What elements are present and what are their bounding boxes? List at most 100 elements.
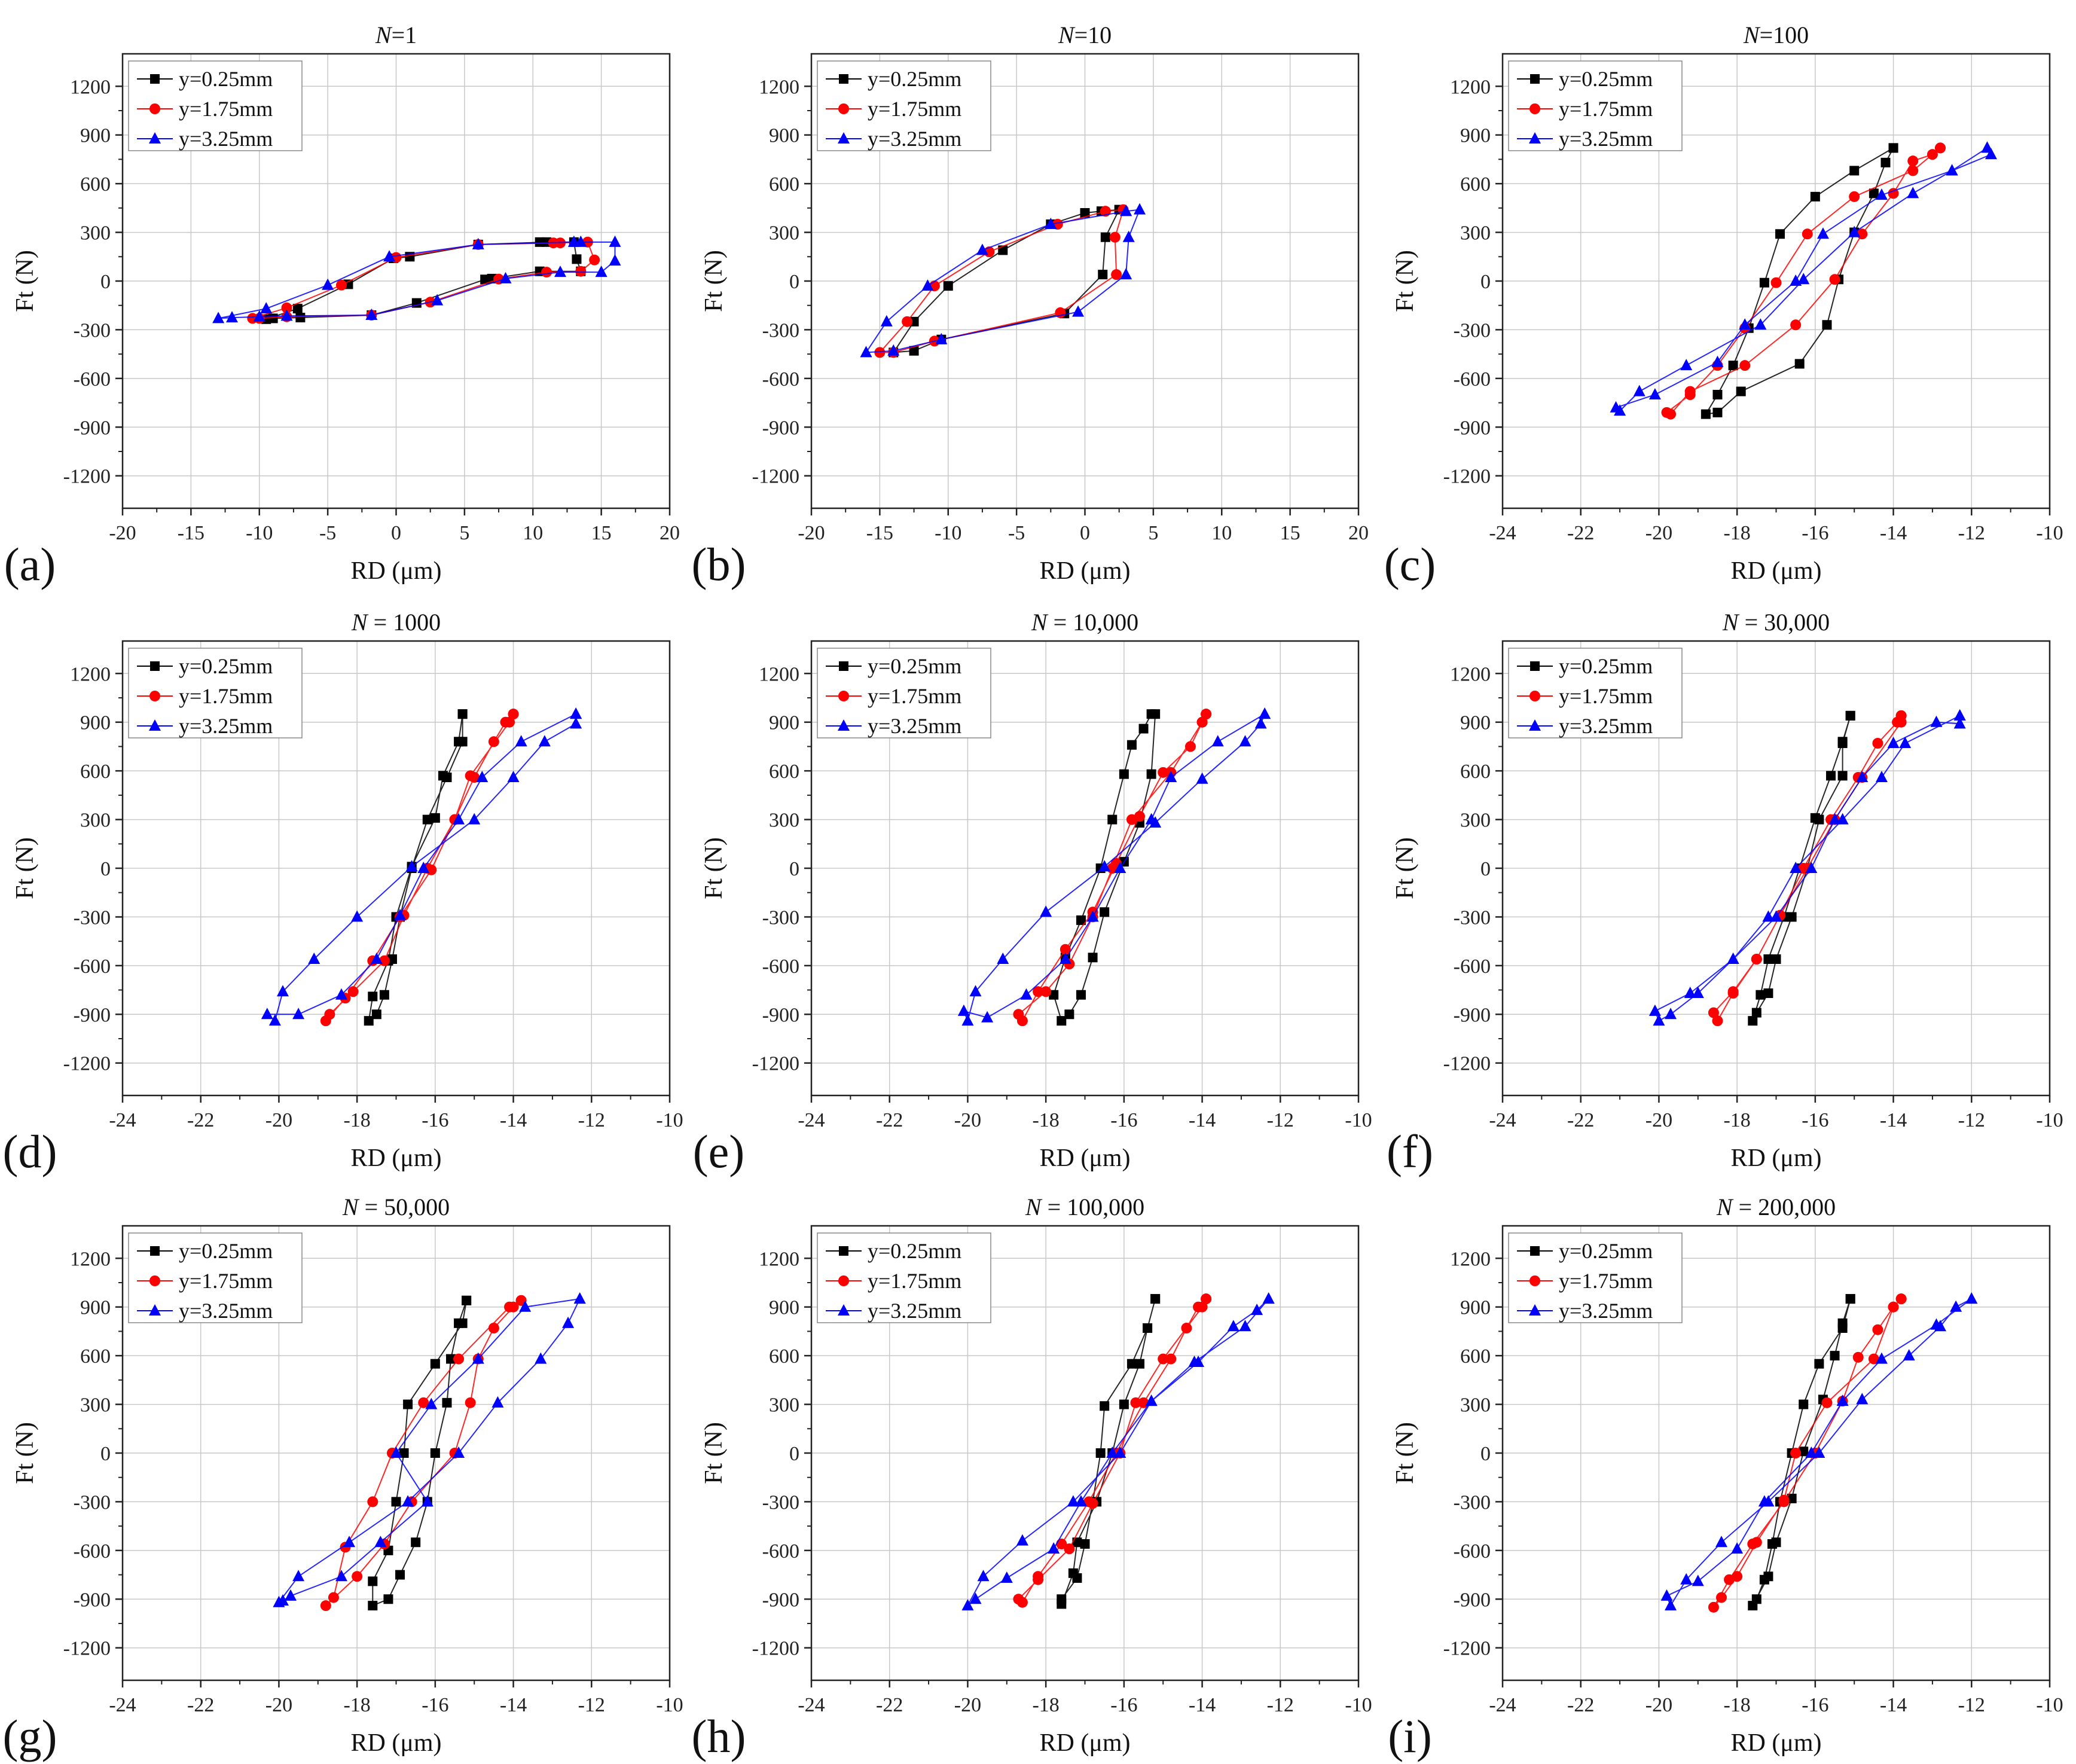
data-point [343,1536,356,1548]
data-point [1985,148,1997,160]
legend-marker [838,1304,850,1316]
legend: y=0.25mm y=1.75mm y=3.25mm [128,60,303,151]
y-tick-label: -900 [1454,1589,1491,1611]
legend-marker [838,719,850,731]
x-tick-label: -24 [798,1109,825,1131]
data-point [921,279,934,291]
y-axis-title: Ft (N) [11,837,39,899]
data-point [1802,228,1813,240]
y-tick-label: 900 [1460,125,1491,147]
data-point [395,1570,405,1580]
legend-label: y=0.25mm [868,67,961,91]
data-point [1684,389,1696,400]
data-point [1869,188,1879,199]
data-point [1076,915,1086,925]
x-tick-label: -18 [343,1109,370,1131]
data-point [1770,910,1782,922]
legend-label: y=1.75mm [868,684,961,708]
data-point [387,954,397,964]
y-tick-label: 900 [769,1297,799,1319]
data-point [1201,1293,1212,1305]
data-point [1965,1292,1978,1304]
data-point [383,250,396,262]
y-tick-label: 0 [1480,271,1491,293]
y-tick-label: 600 [1460,761,1491,783]
data-point [351,910,364,922]
panel-c: -24 -22 -20 -18 -16 -14 -12 -10 -1200 -900 -600 -30… [1384,22,2063,590]
data-point [1771,954,1781,964]
y-tick-label: -300 [1454,907,1491,929]
data-point [480,274,490,285]
data-point [1715,1536,1727,1548]
y-tick-label: 1200 [70,1248,111,1270]
y-tick-label: -600 [762,956,799,978]
x-tick-label: -15 [866,522,893,544]
data-point [1751,954,1762,965]
data-point [508,709,519,720]
data-point [1712,407,1723,417]
data-point [1810,191,1820,202]
data-point [1150,709,1161,719]
panel-letter: (h) [692,1710,746,1762]
data-point [261,1008,273,1020]
data-point [417,862,430,873]
x-tick-label: -16 [1802,522,1828,544]
panel-letter: (g) [3,1710,57,1762]
data-point [1899,737,1912,748]
legend-marker [1529,103,1540,114]
x-tick-label: -18 [1723,1694,1750,1716]
data-point [1888,143,1898,153]
y-tick-label: -1200 [1443,1638,1491,1660]
data-point [1259,707,1271,719]
x-tick-label: -16 [1802,1109,1828,1131]
data-point [1145,1394,1158,1406]
x-tick-label: -24 [1489,522,1516,544]
data-point [1134,203,1146,215]
y-tick-label: 1200 [70,76,111,98]
data-point [472,1352,484,1364]
x-axis-title: RD (μm) [1039,1145,1130,1172]
legend-marker [150,1246,160,1256]
data-point [519,1300,532,1312]
data-point [1016,1534,1028,1546]
data-point [335,988,347,1000]
panel-title: N=100 [1743,22,1809,48]
data-point [1837,771,1848,781]
y-tick-label: 0 [789,1443,799,1465]
data-point [1981,141,1993,153]
data-point [507,771,520,782]
x-tick-label: 0 [391,522,401,544]
panel-title: N = 30,000 [1722,609,1830,636]
x-axis-title: RD (μm) [1039,557,1130,585]
x-tick-label: -20 [1645,1694,1672,1716]
y-tick-label: 900 [80,712,111,734]
data-point [379,990,389,1000]
data-point [1095,1448,1106,1458]
data-point [589,254,600,265]
data-point [1692,987,1704,998]
y-tick-label: -900 [1454,1004,1491,1026]
data-point [1254,717,1267,729]
x-tick-label: 15 [591,522,612,544]
data-point [1953,717,1966,729]
y-tick-label: 300 [769,810,799,832]
y-tick-label: 300 [769,222,799,245]
legend-marker [1530,74,1540,84]
panel-letter: (d) [3,1125,57,1177]
data-point [292,1570,305,1582]
x-tick-label: -12 [578,1109,605,1131]
y-tick-label: -600 [74,368,111,390]
data-point [1114,1446,1126,1458]
x-tick-label: 15 [1280,522,1300,544]
legend-marker [149,132,161,144]
data-point [1794,359,1805,369]
data-point [1196,1301,1208,1313]
y-tick-label: 600 [1460,1345,1491,1368]
data-point [260,302,273,314]
data-point [1790,319,1802,331]
data-point [1143,1323,1153,1333]
data-point [462,1295,472,1305]
data-point [1088,953,1098,963]
y-tick-label: 300 [769,1394,799,1417]
data-point [1836,1394,1849,1406]
